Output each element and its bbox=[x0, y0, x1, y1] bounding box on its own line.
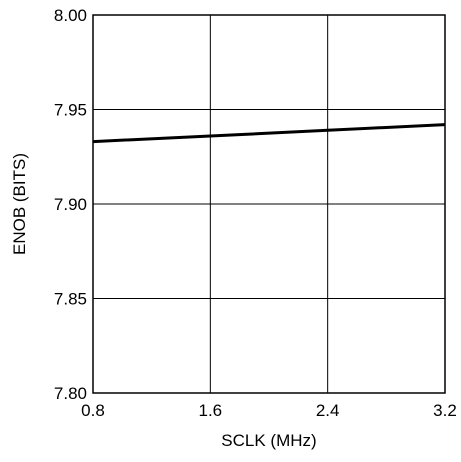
x-tick-label: 3.2 bbox=[433, 401, 457, 420]
x-tick-label: 0.8 bbox=[81, 401, 105, 420]
y-tick-labels: 7.80 7.85 7.90 7.95 8.00 bbox=[54, 6, 87, 403]
y-axis-label: ENOB (BITS) bbox=[10, 153, 29, 255]
x-axis-label: SCLK (MHz) bbox=[221, 431, 316, 450]
y-tick-label: 7.95 bbox=[54, 101, 87, 120]
y-tick-label: 7.80 bbox=[54, 384, 87, 403]
y-tick-label: 7.85 bbox=[54, 290, 87, 309]
series-line bbox=[92, 123, 446, 144]
y-tick-label: 7.90 bbox=[54, 195, 87, 214]
series-group bbox=[92, 123, 446, 144]
plot-frame bbox=[92, 14, 446, 394]
x-tick-label: 1.6 bbox=[199, 401, 223, 420]
grid-lines bbox=[93, 15, 445, 393]
y-tick-label: 8.00 bbox=[54, 6, 87, 25]
x-tick-label: 2.4 bbox=[316, 401, 340, 420]
x-tick-labels: 0.8 1.6 2.4 3.2 bbox=[81, 401, 457, 420]
